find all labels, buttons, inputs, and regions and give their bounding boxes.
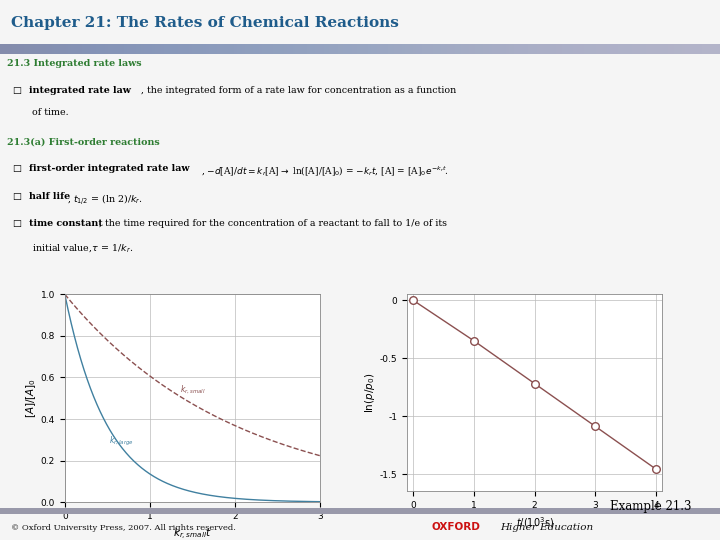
Text: □: □: [12, 219, 21, 228]
Text: Example 21.3: Example 21.3: [610, 500, 691, 514]
Text: © Oxford University Press, 2007. All rights reserved.: © Oxford University Press, 2007. All rig…: [11, 524, 235, 532]
Text: OXFORD: OXFORD: [432, 522, 481, 532]
Text: integrated rate law: integrated rate law: [29, 86, 130, 95]
Text: of time.: of time.: [32, 109, 68, 118]
Text: □: □: [12, 192, 21, 201]
Text: $k_{r,small}$: $k_{r,small}$: [180, 383, 205, 396]
Text: $k_{r,large}$: $k_{r,large}$: [109, 435, 134, 448]
Text: Chapter 21: The Rates of Chemical Reactions: Chapter 21: The Rates of Chemical Reacti…: [11, 16, 399, 30]
X-axis label: $t/(10^3 \mathrm{s})$: $t/(10^3 \mathrm{s})$: [516, 516, 554, 530]
Text: □: □: [12, 86, 21, 95]
Text: time constant: time constant: [29, 219, 102, 228]
Text: 21.3 Integrated rate laws: 21.3 Integrated rate laws: [7, 59, 142, 68]
X-axis label: $k_{r,small}t$: $k_{r,small}t$: [174, 526, 212, 540]
Text: , $t_{1/2}$ = (ln 2)/$k_r$.: , $t_{1/2}$ = (ln 2)/$k_r$.: [68, 192, 143, 207]
Text: , the integrated form of a rate law for concentration as a function: , the integrated form of a rate law for …: [141, 86, 456, 95]
Y-axis label: $[A]/[A]_0$: $[A]/[A]_0$: [24, 378, 38, 419]
Text: , $-d$[A]$/dt= k_r$[A]$\rightarrow$ ln([A]/[A]$_0$) = $-k_r t$, [A] = [A]$_0e^{-: , $-d$[A]$/dt= k_r$[A]$\rightarrow$ ln([…: [202, 165, 449, 178]
Text: □: □: [12, 165, 21, 173]
Text: , the time required for the concentration of a reactant to fall to 1/e of its: , the time required for the concentratio…: [99, 219, 446, 228]
Text: 21.3(a) First-order reactions: 21.3(a) First-order reactions: [7, 137, 160, 146]
Text: first-order integrated rate law: first-order integrated rate law: [29, 165, 189, 173]
Text: half life: half life: [29, 192, 70, 201]
Text: initial value,$\tau$ = 1/$k_r$.: initial value,$\tau$ = 1/$k_r$.: [32, 241, 133, 254]
Y-axis label: $\ln(p/p_0)$: $\ln(p/p_0)$: [363, 373, 377, 413]
Text: Higher Education: Higher Education: [500, 523, 593, 532]
